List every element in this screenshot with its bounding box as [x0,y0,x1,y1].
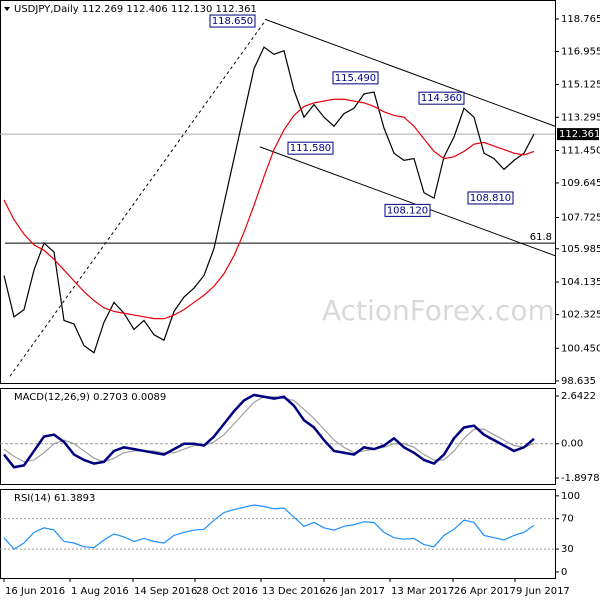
watermark: ActionForex.com [322,294,555,327]
x-tick-label: 1 Aug 2016 [71,586,129,597]
panel-frame [0,489,556,579]
x-tick-label: 14 Sep 2016 [134,586,197,597]
y-tick-label: 111.450 [561,146,600,157]
y-tick-label: 2.6422 [561,391,596,402]
annotation-box [418,91,465,105]
series-line [3,393,535,469]
trendline [264,18,556,127]
y-tick-label: 118.765 [561,14,600,25]
trendline [9,20,266,377]
annotation-box [209,14,256,28]
series-line [3,396,535,463]
x-tick-label: 26 Apr 2017 [454,586,516,597]
last-price-label: 112.361 [559,129,600,140]
x-tick-label: 26 Jan 2017 [325,586,385,597]
y-tick-label: 107.725 [561,212,600,223]
y-tick-label: 109.645 [561,178,600,189]
annotation-label: 118.650 [212,16,253,27]
panel-frame [0,388,556,485]
series-line [3,98,535,320]
y-tick-label: 102.325 [561,310,600,321]
panel-frame [0,0,556,384]
fib-label: 61.8 [530,232,552,243]
y-tick-label: 0.00 [561,439,583,450]
series-line [3,46,535,354]
annotation-label: 108.810 [470,193,511,204]
annotation-box [467,191,514,205]
y-tick-label: 104.135 [561,277,600,288]
y-tick-label: 100.450 [561,343,600,354]
y-tick-label: 115.125 [561,79,600,90]
y-tick-label: 100 [561,491,580,502]
panel-title: USDJPY,Daily 112.269 112.406 112.130 112… [14,4,257,15]
panel-title: MACD(12,26,9) 0.2703 0.0089 [14,392,166,403]
y-tick-label: 98.635 [561,376,596,387]
menu-arrow [4,7,10,11]
y-tick-label: 116.955 [561,47,600,58]
x-tick-label: 28 Oct 2016 [196,586,258,597]
annotation-box [287,141,334,155]
trendline [259,146,556,257]
y-tick-label: 30 [561,544,574,555]
y-tick-label: -1.8978 [561,473,600,484]
annotation-box [332,71,379,85]
x-tick-label: 13 Dec 2016 [262,586,326,597]
y-tick-label: 105.985 [561,244,600,255]
y-tick-label: 0 [561,567,567,578]
y-tick-label: 113.295 [561,112,600,123]
annotation-label: 108.120 [387,205,428,216]
series-line [3,504,535,550]
panel-title: RSI(14) 61.3893 [14,493,95,504]
annotation-label: 114.360 [421,93,462,104]
x-tick-label: 13 Mar 2017 [391,586,454,597]
x-tick-label: 16 Jun 2016 [5,586,65,597]
x-tick-label: 9 Jun 2017 [516,586,570,597]
y-tick-label: 70 [561,514,574,525]
annotation-box [384,203,431,217]
annotation-label: 115.490 [335,73,376,84]
annotation-label: 111.580 [290,143,331,154]
last-price-box [557,128,599,141]
